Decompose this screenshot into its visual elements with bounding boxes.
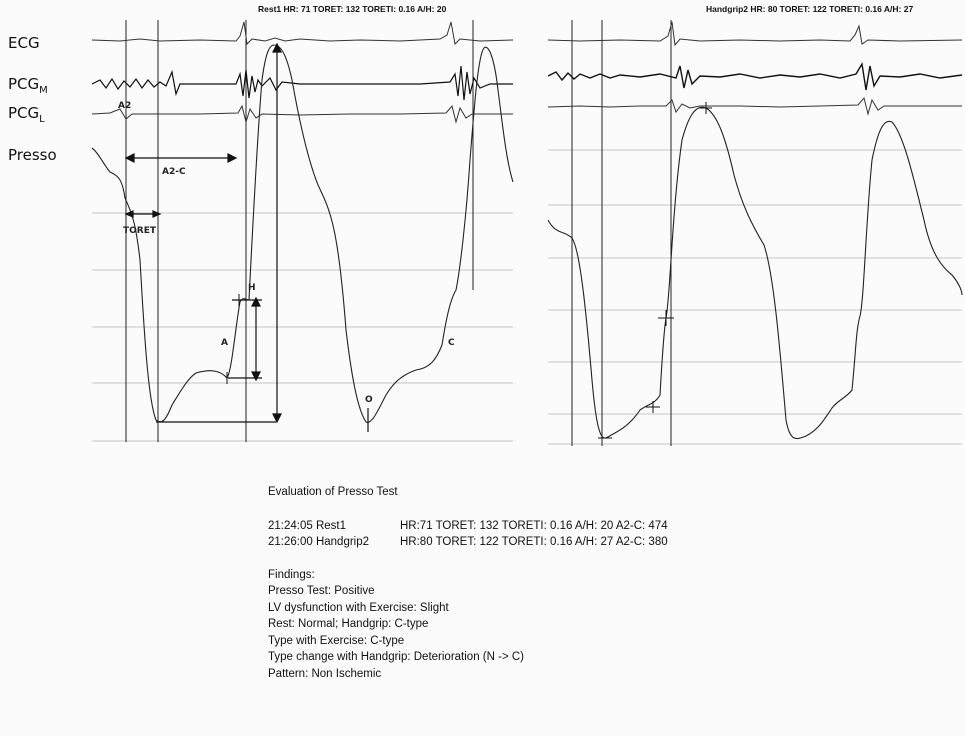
- handgrip-pcg-l-trace: [547, 96, 962, 116]
- presso-label: Presso: [8, 146, 57, 164]
- report-heading: Evaluation of Presso Test: [268, 486, 398, 498]
- handgrip-annotations: [598, 102, 712, 439]
- rest-pcg-l-trace: [91, 104, 513, 124]
- finding-item: Pattern: Non Ischemic: [268, 667, 382, 680]
- rest-grid: [92, 212, 513, 442]
- trace-canvas: A2 A2-C TORET H A O C: [91, 20, 963, 446]
- handgrip-panel-title: Handgrip2 HR: 80 TORET: 122 TORETI: 0.16…: [706, 4, 914, 14]
- a2-label: A2: [118, 101, 131, 111]
- handgrip-marker-lines: [571, 20, 672, 446]
- finding-item: Presso Test: Positive: [268, 585, 375, 597]
- a-label: A: [221, 338, 228, 348]
- finding-item: Type change with Handgrip: Deterioration…: [268, 651, 524, 663]
- evaluation-report: Evaluation of Presso Test 21:24:05 Rest1…: [268, 484, 668, 682]
- rest-panel-title: Rest1 HR: 71 TORET: 132 TORETI: 0.16 A/H…: [258, 4, 447, 14]
- toret-label: TORET: [123, 226, 157, 236]
- a2c-label: A2-C: [162, 167, 186, 177]
- o-label: O: [365, 395, 373, 405]
- ecg-label: ECG: [8, 34, 40, 52]
- report-row-values: HR:80 TORET: 122 TORETI: 0.16 A/H: 27 A2…: [400, 536, 668, 548]
- pcg-l-label: PCGL: [8, 104, 45, 125]
- report-row-handgrip: 21:26:00 Handgrip2 HR:80 TORET: 122 TORE…: [268, 534, 668, 551]
- rest-ecg-trace: [91, 21, 514, 46]
- rest-pcg-m-trace: [91, 65, 513, 101]
- report-row-time: 21:24:05 Rest1: [268, 519, 347, 532]
- rest-presso-trace: [91, 44, 514, 423]
- handgrip-pcg-m-trace: [547, 61, 963, 91]
- finding-item: Rest: Normal; Handgrip: C-type: [268, 618, 429, 630]
- findings-list: Findings: Presso Test: Positive LV dysfu…: [268, 567, 668, 683]
- rest-annotations: [124, 42, 369, 432]
- report-row-time: 21:26:00 Handgrip2: [268, 536, 370, 548]
- findings-heading: Findings:: [268, 568, 315, 581]
- handgrip-ecg-trace: [547, 21, 963, 47]
- finding-item: LV dysfunction with Exercise: Slight: [268, 601, 449, 614]
- rest-marker-lines: [125, 20, 474, 442]
- report-row-values: HR:71 TORET: 132 TORETI: 0.16 A/H: 20 A2…: [400, 519, 668, 532]
- finding-item: Type with Exercise: C-type: [268, 634, 405, 647]
- c-label: C: [448, 338, 455, 348]
- pcg-m-label: PCGM: [8, 75, 48, 96]
- handgrip-presso-trace: [547, 106, 963, 440]
- h-label: H: [248, 283, 256, 293]
- report-row-rest: 21:24:05 Rest1 HR:71 TORET: 132 TORETI: …: [268, 518, 668, 535]
- handgrip-grid: [548, 149, 962, 445]
